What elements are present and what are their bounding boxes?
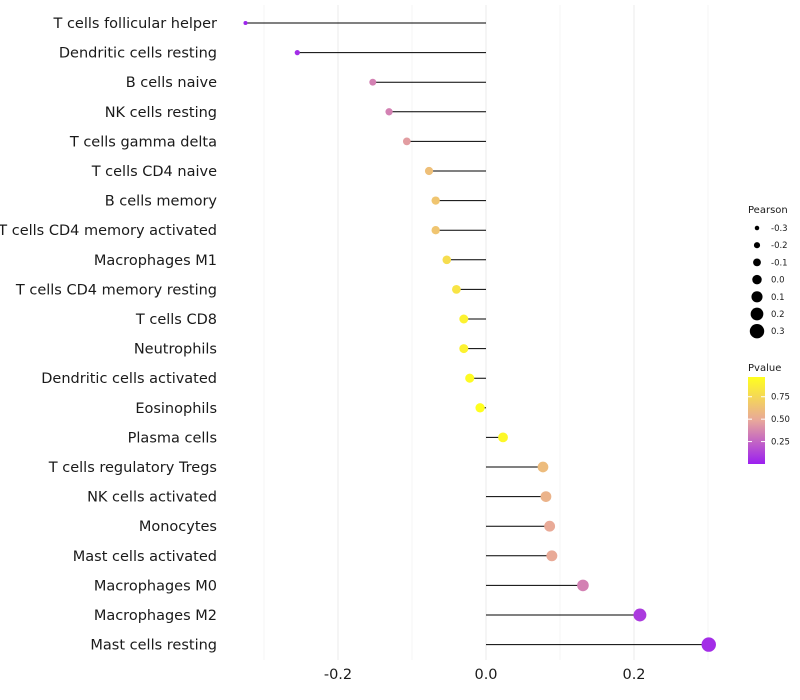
size-legend-dot — [753, 258, 761, 267]
lollipop-dot — [431, 226, 440, 235]
category-label: NK cells resting — [105, 105, 217, 121]
color-legend-bar — [748, 377, 765, 464]
category-label: T cells CD4 memory activated — [0, 223, 217, 239]
size-legend-dot — [752, 274, 762, 285]
size-legend-label: 0.2 — [771, 310, 785, 320]
lollipop-dot — [544, 520, 556, 532]
category-label: T cells CD4 memory resting — [15, 282, 217, 298]
category-label: NK cells activated — [87, 490, 217, 506]
category-label: T cells CD4 naive — [91, 164, 217, 180]
size-legend: Pearson -0.3 -0.2 -0.1 0.0 0.1 0.2 0.3 — [748, 205, 788, 339]
lollipop-dot — [243, 20, 248, 26]
lollipop-dot — [385, 108, 393, 116]
lollipop-dot — [431, 196, 440, 205]
category-labels: T cells follicular helper Dendritic cells… — [0, 16, 217, 654]
category-label: Eosinophils — [135, 401, 217, 417]
size-legend-title: Pearson — [748, 205, 788, 216]
size-legend-label: 0.0 — [771, 276, 785, 286]
size-legend-label: -0.2 — [771, 241, 788, 251]
category-label: T cells CD8 — [135, 312, 217, 328]
lollipop-dot — [402, 137, 411, 146]
color-legend-title: Pvalue — [748, 363, 781, 374]
category-label: Dendritic cells resting — [59, 46, 217, 62]
category-label: Macrophages M2 — [94, 608, 217, 624]
category-label: Plasma cells — [128, 430, 217, 446]
lollipop-dot — [459, 344, 469, 354]
lollipop-dots — [243, 20, 716, 652]
size-legend-label: -0.1 — [771, 258, 788, 268]
category-label: B cells naive — [126, 75, 217, 91]
size-legend-label: 0.1 — [771, 293, 785, 303]
color-legend-label: 0.25 — [771, 438, 790, 448]
size-legend-dot — [754, 225, 760, 231]
lollipop-dot — [577, 579, 589, 592]
category-label: Macrophages M0 — [94, 578, 217, 594]
lollipop-dot — [424, 166, 434, 176]
x-tick-label: -0.2 — [324, 667, 352, 683]
lollipop-dot — [540, 491, 552, 502]
size-legend-dot — [753, 242, 761, 249]
color-legend-label: 0.75 — [771, 393, 790, 403]
size-legend-label: -0.3 — [771, 224, 788, 234]
size-legend-dot — [751, 291, 763, 303]
lollipop-dot — [537, 461, 549, 473]
lollipop-dot — [369, 78, 377, 86]
category-label: Macrophages M1 — [94, 253, 217, 269]
category-label: Mast cells activated — [73, 549, 217, 565]
lollipop-dot — [465, 373, 475, 383]
grid-lines — [263, 5, 709, 660]
color-legend-label: 0.50 — [771, 415, 790, 425]
x-tick-label: 0.2 — [622, 667, 645, 683]
category-label: T cells gamma delta — [69, 134, 217, 150]
size-legend-dot — [749, 324, 765, 339]
size-legend-dot — [750, 307, 764, 321]
category-label: T cells regulatory Tregs — [48, 460, 217, 476]
category-label: Neutrophils — [134, 342, 217, 358]
x-tick-label: 0.0 — [474, 667, 497, 683]
lollipop-dot — [459, 314, 469, 324]
category-label: Mast cells resting — [90, 638, 217, 654]
lollipop-dot — [294, 49, 300, 56]
lollipop-dot — [633, 608, 647, 622]
x-axis-tick-labels: -0.2 0.0 0.2 — [324, 667, 646, 683]
lollipop-dot — [452, 285, 461, 294]
category-label: T cells follicular helper — [52, 16, 217, 32]
lollipop-dot — [442, 255, 452, 265]
lollipop-dot — [498, 432, 508, 443]
color-legend: Pvalue 0.75 0.50 0.25 — [748, 363, 790, 464]
category-label: Monocytes — [139, 519, 217, 535]
lollipop-sticks — [245, 22, 709, 646]
lollipop-dot — [701, 637, 716, 652]
lollipop-dot — [475, 403, 485, 413]
category-label: B cells memory — [105, 194, 218, 210]
size-legend-label: 0.3 — [771, 327, 785, 337]
category-label: Dendritic cells activated — [41, 371, 217, 387]
lollipop-dot — [546, 550, 558, 562]
